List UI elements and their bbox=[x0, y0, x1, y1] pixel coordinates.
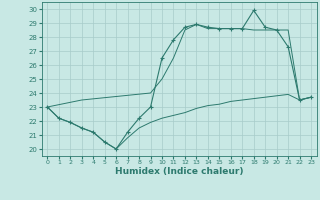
X-axis label: Humidex (Indice chaleur): Humidex (Indice chaleur) bbox=[115, 167, 244, 176]
